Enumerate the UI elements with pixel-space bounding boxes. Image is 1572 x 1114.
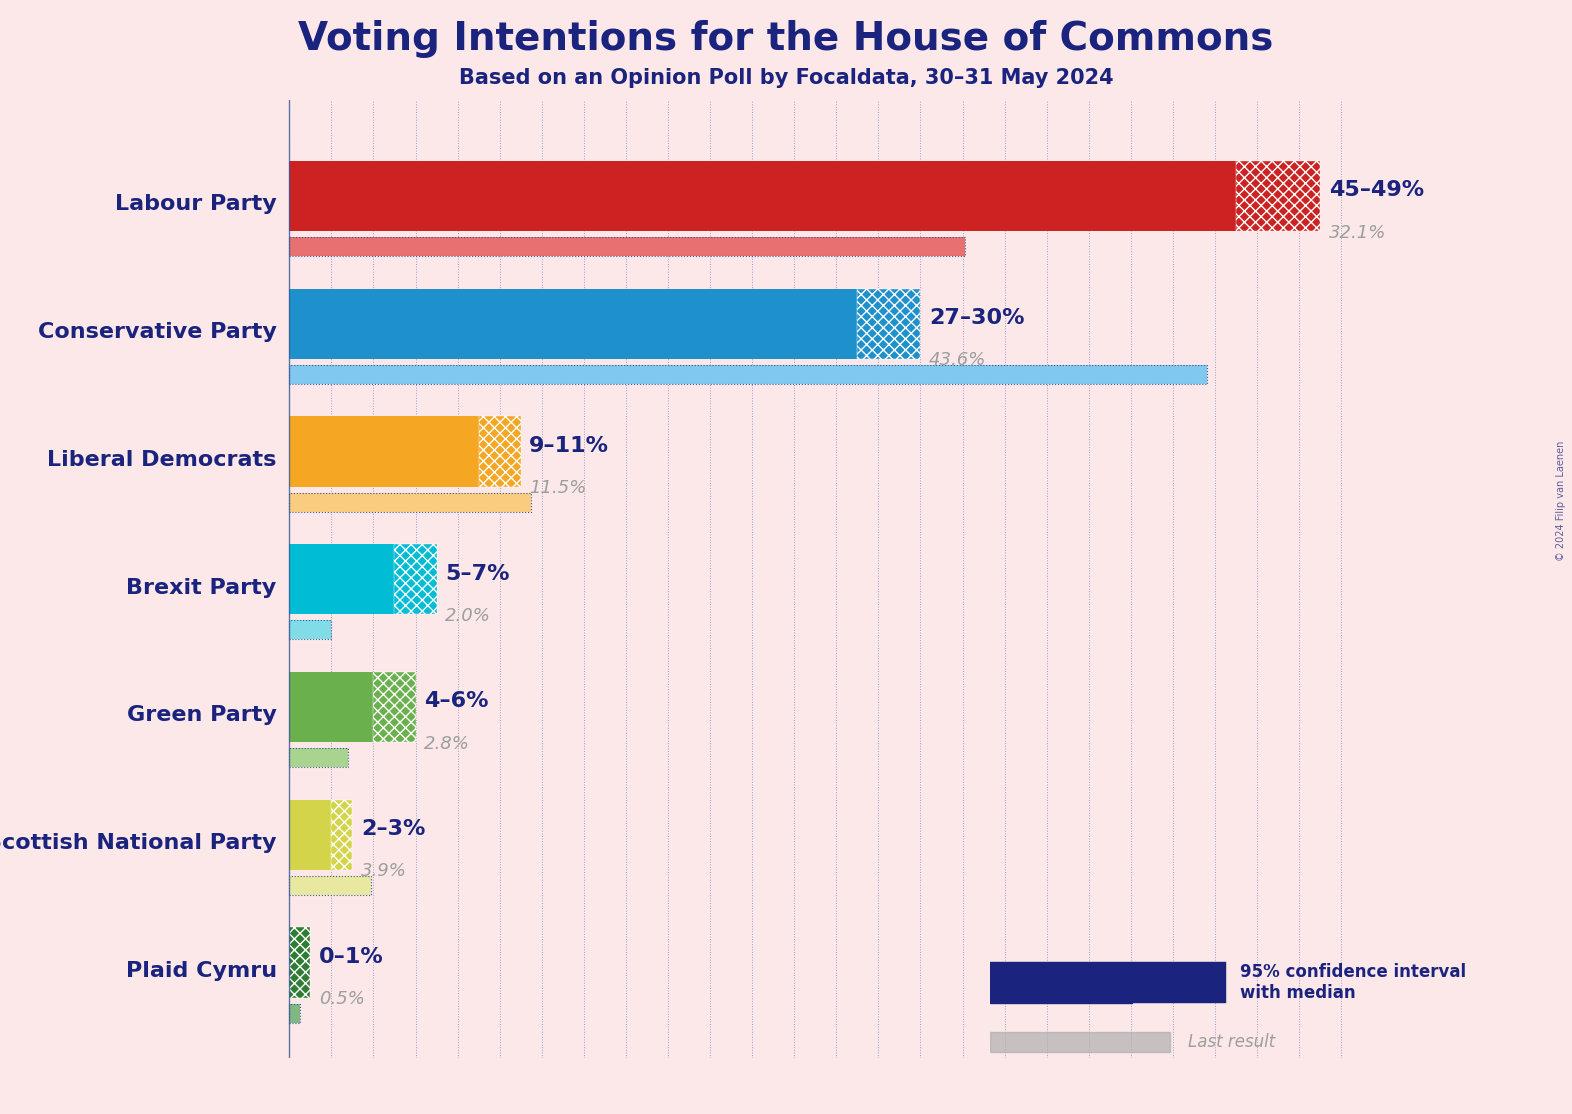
- Bar: [395, 544, 437, 615]
- Bar: [289, 237, 965, 256]
- Text: 95% confidence interval
with median: 95% confidence interval with median: [1240, 964, 1467, 1001]
- Bar: [1236, 160, 1320, 232]
- Text: Labour Party: Labour Party: [115, 195, 277, 215]
- Text: Scottish National Party: Scottish National Party: [0, 833, 277, 853]
- Bar: [289, 672, 374, 742]
- Bar: [1132, 962, 1226, 1003]
- Text: Conservative Party: Conservative Party: [38, 322, 277, 342]
- Bar: [289, 800, 332, 870]
- Text: Brexit Party: Brexit Party: [126, 578, 277, 598]
- Text: 5–7%: 5–7%: [445, 564, 509, 584]
- Text: Based on an Opinion Poll by Focaldata, 30–31 May 2024: Based on an Opinion Poll by Focaldata, 3…: [459, 68, 1113, 88]
- Bar: [289, 364, 1207, 384]
- Text: 2.8%: 2.8%: [424, 734, 470, 753]
- Bar: [289, 544, 395, 615]
- Text: Liberal Democrats: Liberal Democrats: [47, 450, 277, 470]
- Bar: [289, 492, 531, 511]
- Text: 27–30%: 27–30%: [929, 309, 1025, 329]
- Bar: [990, 1032, 1170, 1052]
- Bar: [332, 800, 352, 870]
- Text: Voting Intentions for the House of Commons: Voting Intentions for the House of Commo…: [299, 20, 1273, 58]
- Text: 3.9%: 3.9%: [362, 862, 407, 880]
- Bar: [289, 160, 1236, 232]
- Bar: [289, 747, 347, 768]
- Text: 0.5%: 0.5%: [319, 990, 365, 1008]
- Bar: [289, 876, 371, 895]
- Text: 9–11%: 9–11%: [530, 436, 608, 456]
- Text: 0–1%: 0–1%: [319, 947, 384, 967]
- Bar: [289, 289, 857, 359]
- Text: © 2024 Filip van Laenen: © 2024 Filip van Laenen: [1556, 441, 1566, 561]
- Text: 32.1%: 32.1%: [1328, 224, 1387, 242]
- Text: 2–3%: 2–3%: [362, 819, 424, 839]
- Bar: [990, 962, 1132, 1003]
- Text: 11.5%: 11.5%: [530, 479, 586, 497]
- Bar: [374, 672, 415, 742]
- Bar: [289, 417, 478, 487]
- Text: 43.6%: 43.6%: [929, 351, 986, 370]
- Text: Green Party: Green Party: [127, 705, 277, 725]
- Text: 45–49%: 45–49%: [1328, 180, 1424, 201]
- Text: Plaid Cymru: Plaid Cymru: [126, 961, 277, 981]
- Bar: [857, 289, 921, 359]
- Bar: [478, 417, 520, 487]
- Text: 2.0%: 2.0%: [445, 607, 490, 625]
- Bar: [289, 927, 310, 998]
- Bar: [289, 620, 332, 639]
- Text: 4–6%: 4–6%: [424, 692, 489, 712]
- Bar: [289, 1004, 300, 1023]
- Text: Last result: Last result: [1188, 1033, 1276, 1051]
